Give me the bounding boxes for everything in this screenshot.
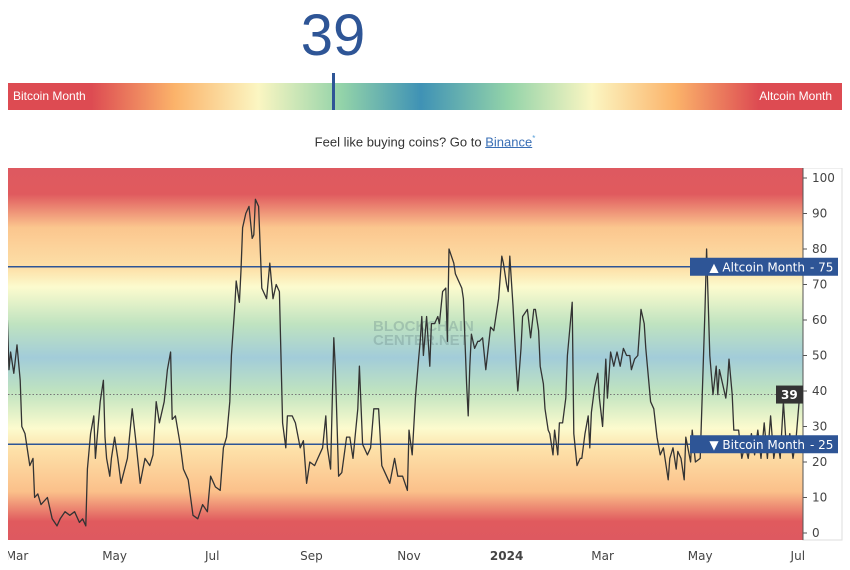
promo-text: Feel like buying coins? Go to Binance* [0, 134, 850, 149]
plot-background [8, 168, 803, 540]
y-tick-label: 50 [812, 349, 827, 363]
current-value-label: 39 [781, 388, 798, 402]
binance-link[interactable]: Binance [485, 134, 533, 150]
x-tick-label: Nov [397, 549, 420, 563]
watermark-line2: CENTER.NET [373, 332, 469, 349]
gauge-left-label: Bitcoin Month [13, 89, 86, 103]
index-chart: BLOCKCHAIN CENTER.NET 0 10 20 30 40 50 60 70 80 9… [8, 168, 843, 563]
threshold-value-label: - 75 [810, 260, 833, 274]
y-tick-label: 80 [812, 242, 827, 256]
y-tick-label: 40 [812, 384, 827, 398]
x-tick-label: Sep [300, 549, 323, 563]
gauge-marker [332, 73, 336, 110]
y-tick-label: 0 [812, 526, 820, 540]
index-value: 39 [300, 3, 366, 68]
watermark: BLOCKCHAIN [373, 318, 474, 335]
x-tick-label: May [102, 549, 127, 563]
promo-label: Feel like buying coins? Go to [314, 134, 486, 150]
threshold-value-label: - 25 [810, 438, 833, 452]
y-tick-label: 100 [812, 171, 835, 185]
season-gauge: Bitcoin Month Altcoin Month [8, 73, 842, 110]
x-tick-label: Jul [790, 549, 805, 563]
x-tick-label: Mar [8, 549, 28, 563]
promo-asterisk: * [532, 134, 536, 143]
x-tick-label: 2024 [490, 549, 523, 563]
threshold-label: ▼ Bitcoin Month [709, 438, 805, 452]
x-tick-label: Jul [204, 549, 219, 563]
y-tick-label: 90 [812, 207, 827, 221]
threshold-label: ▲ Altcoin Month [709, 260, 805, 274]
index-series-line [8, 198, 804, 527]
y-tick-label: 20 [812, 455, 827, 469]
x-tick-label: May [688, 549, 713, 563]
x-tick-label: Mar [591, 549, 614, 563]
y-tick-label: 30 [812, 420, 827, 434]
y-tick-label: 10 [812, 491, 827, 505]
axis-background [802, 168, 843, 541]
y-tick-label: 60 [812, 313, 827, 327]
threshold-label-box [690, 257, 838, 276]
threshold-label-box [690, 435, 838, 454]
y-tick-label: 70 [812, 278, 827, 292]
gauge-right-label: Altcoin Month [759, 89, 832, 103]
current-value-box [776, 385, 803, 404]
